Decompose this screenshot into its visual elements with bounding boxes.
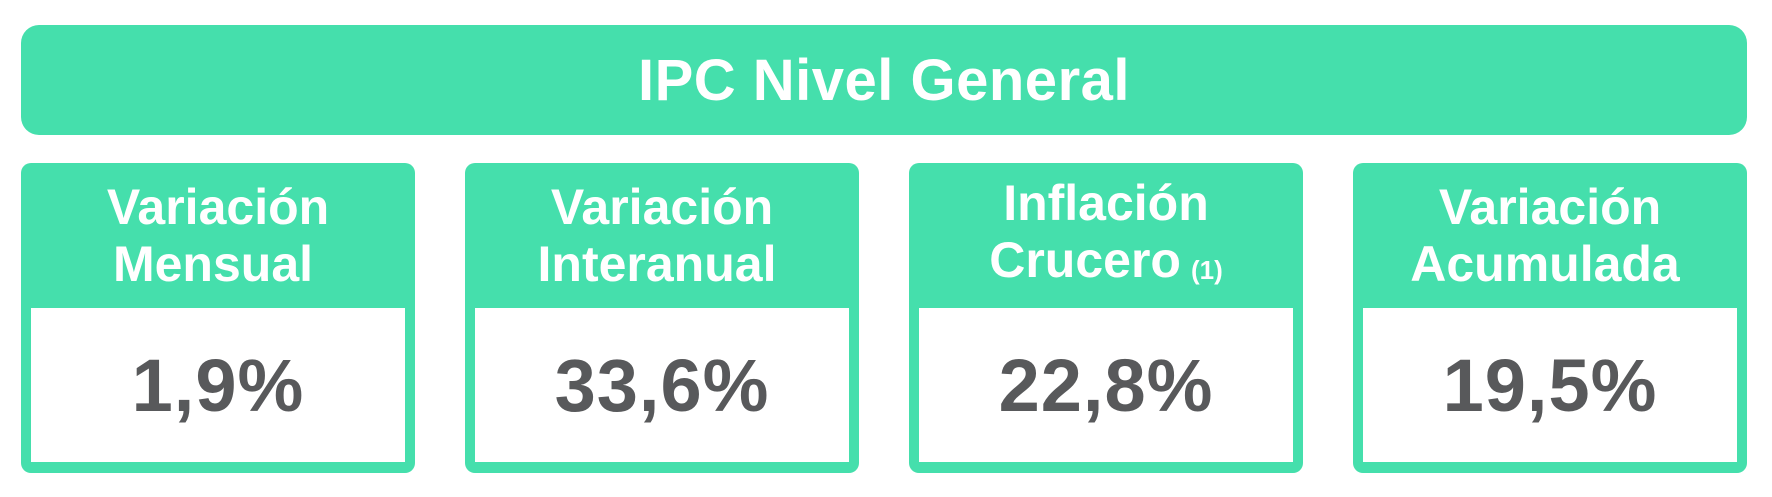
card-title-line1: Variación (550, 178, 774, 235)
card-value-box: 22,8% (919, 308, 1293, 462)
card-title-line2-wrap: Interanual (538, 236, 787, 293)
card-value-box: 33,6% (475, 308, 849, 462)
card-title: Variación Acumulada (1353, 163, 1747, 308)
page-title: IPC Nivel General (637, 47, 1131, 113)
card-title-line1: Variación (106, 178, 330, 235)
card-value: 19,5% (1442, 343, 1658, 427)
card-title: Inflación Crucero (1) (909, 163, 1303, 308)
card-value: 22,8% (998, 343, 1214, 427)
card-title-line2-wrap: Acumulada (1410, 236, 1690, 293)
card-title-line1: Variación (1438, 178, 1662, 235)
card-value-box: 1,9% (31, 308, 405, 462)
card-title-line2-wrap: Mensual (113, 236, 323, 293)
card-title: Variación Interanual (465, 163, 859, 308)
card-title-line2: Interanual (537, 235, 777, 292)
card-variacion-mensual: Variación Mensual 1,9% (21, 163, 415, 473)
card-title-line2: Acumulada (1410, 235, 1680, 292)
card-title-line2-wrap: Crucero (1) (989, 232, 1223, 297)
card-value: 33,6% (554, 343, 770, 427)
card-value-box: 19,5% (1363, 308, 1737, 462)
header-bar: IPC Nivel General (21, 25, 1747, 135)
card-title-line1: Inflación (1003, 174, 1209, 231)
card-title-line2: Mensual (112, 235, 314, 292)
card-inflacion-crucero: Inflación Crucero (1) 22,8% (909, 163, 1303, 473)
card-title-footnote-marker: (1) (1190, 254, 1223, 285)
card-value: 1,9% (131, 343, 305, 427)
card-variacion-acumulada: Variación Acumulada 19,5% (1353, 163, 1747, 473)
card-variacion-interanual: Variación Interanual 33,6% (465, 163, 859, 473)
card-title: Variación Mensual (21, 163, 415, 308)
cards-row: Variación Mensual 1,9% Variación Interan… (21, 163, 1747, 473)
card-title-line2: Crucero (989, 231, 1181, 288)
